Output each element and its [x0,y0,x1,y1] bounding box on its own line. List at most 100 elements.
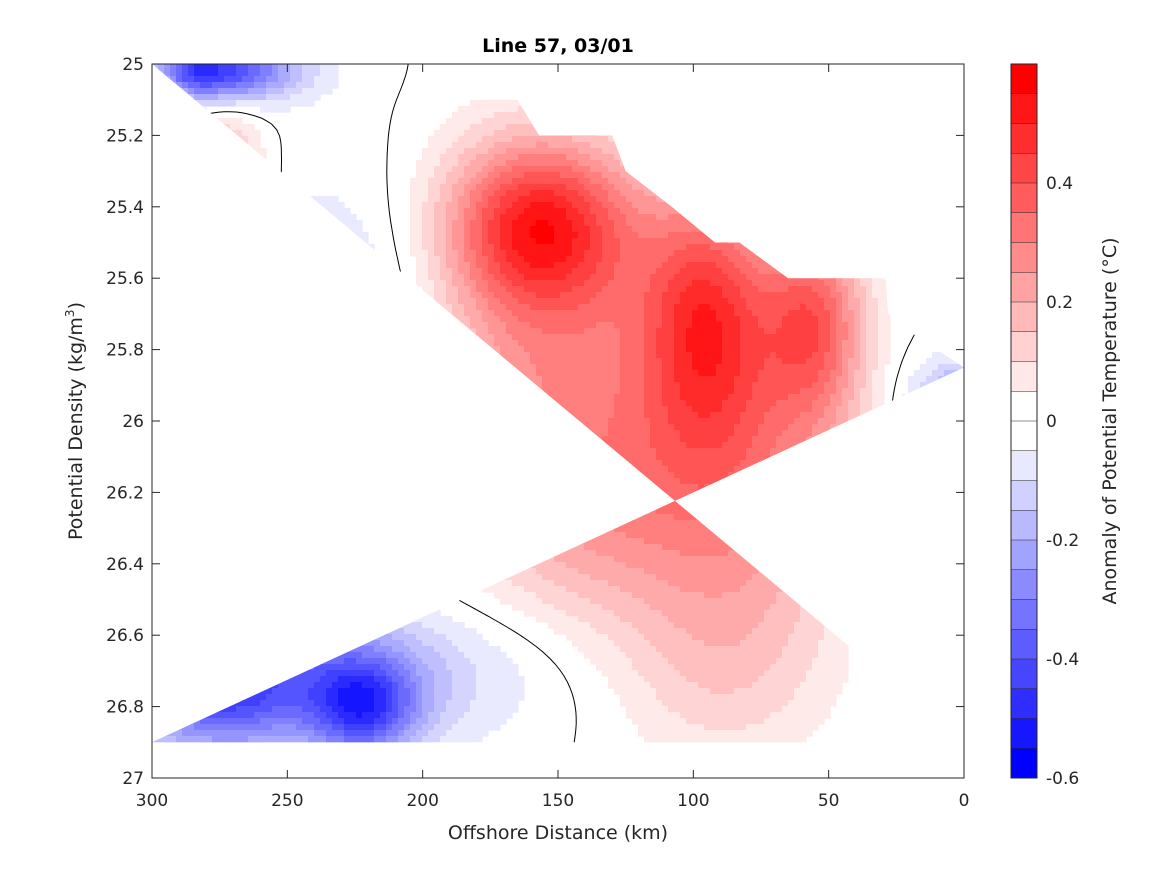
field-cell [620,346,627,353]
field-cell [716,304,723,311]
field-cell [626,388,633,395]
field-cell [476,154,483,161]
field-cell [206,94,213,101]
field-cell [866,310,873,317]
field-cell [872,298,879,305]
field-cell [734,280,741,287]
field-cell [614,358,621,365]
field-cell [566,280,573,287]
field-cell [506,358,513,365]
field-cell [620,178,627,185]
field-cell [488,160,495,167]
field-cell [416,190,423,197]
field-cell [458,220,465,227]
field-cell [824,346,831,353]
field-cell [470,226,477,233]
field-cell [830,292,837,299]
field-cell [866,298,873,305]
field-cell [854,304,861,311]
field-cell [326,64,333,71]
field-cell [698,268,705,275]
field-cell [254,100,261,107]
field-cell [752,340,759,347]
field-cell [494,262,501,269]
field-cell [218,70,225,77]
field-cell [572,190,579,197]
field-cell [668,214,675,221]
field-cell [458,202,465,209]
field-cell [818,298,825,305]
field-cell [710,280,717,287]
field-cell [524,370,531,377]
field-cell [860,358,867,365]
field-cell [638,268,645,275]
field-cell [938,358,945,365]
field-cell [656,202,663,209]
field-cell [464,124,471,131]
field-cell [530,220,537,227]
field-cell [758,256,765,263]
field-cell [488,256,495,263]
field-cell [458,304,465,311]
field-cell [650,190,657,197]
field-cell [740,280,747,287]
field-cell [602,244,609,251]
field-cell [218,118,225,125]
field-cell [686,298,693,305]
field-cell [422,286,429,293]
field-cell [518,256,525,263]
field-cell [554,172,561,179]
field-cell [572,202,579,209]
field-cell [464,208,471,215]
field-cell [632,346,639,353]
field-cell [914,382,921,389]
field-cell [722,358,729,365]
field-cell [812,340,819,347]
field-cell [524,310,531,317]
field-cell [440,232,447,239]
field-cell [410,250,417,257]
field-cell [638,376,645,383]
field-cell [560,328,567,335]
field-cell [758,310,765,317]
field-cell [848,346,855,353]
field-cell [440,130,447,137]
field-cell [752,364,759,371]
field-cell [686,358,693,365]
field-cell [422,166,429,173]
field-cell [512,292,519,299]
field-cell [566,364,573,371]
field-cell [632,274,639,281]
field-cell [452,178,459,185]
field-cell [620,166,627,173]
field-cell [584,286,591,293]
field-cell [482,238,489,245]
field-cell [434,202,441,209]
field-cell [488,298,495,305]
field-cell [212,94,219,101]
field-cell [518,190,525,197]
field-cell [932,370,939,377]
field-cell [494,154,501,161]
field-cell [254,130,261,137]
field-cell [824,298,831,305]
field-cell [422,250,429,257]
field-cell [848,334,855,341]
field-cell [722,274,729,281]
field-cell [746,250,753,257]
field-cell [908,382,915,389]
field-cell [644,220,651,227]
field-cell [194,82,201,89]
field-cell [728,340,735,347]
field-cell [680,364,687,371]
field-cell [740,268,747,275]
field-cell [506,304,513,311]
field-cell [944,370,951,377]
field-cell [842,292,849,299]
field-cell [500,304,507,311]
field-cell [656,310,663,317]
field-cell [482,220,489,227]
field-cell [704,334,711,341]
field-cell [824,376,831,383]
field-cell [542,274,549,281]
